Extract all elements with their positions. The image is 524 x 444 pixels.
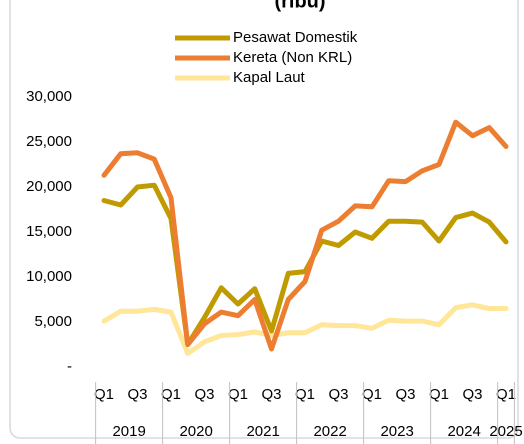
x-tick-label: Q1 [496,386,516,403]
x-tick-label: Q1 [295,386,315,403]
x-tick-label: Q1 [161,386,181,403]
x-tick-label: Q3 [328,386,348,403]
x-tick-label: Q3 [462,386,482,403]
x-tick-label: Q3 [127,386,147,403]
year-label: 2020 [179,423,212,440]
series-line [101,119,509,352]
x-tick-label: Q1 [94,386,114,403]
year-label: 2021 [246,423,279,440]
year-label: 2024 [447,423,480,440]
chart-title: (ribu) [274,0,325,12]
x-tick-label: Q1 [362,386,382,403]
y-tick-label: 20,000 [26,178,72,195]
series-line [101,302,509,356]
chart-border [9,0,519,439]
x-tick-label: Q3 [194,386,214,403]
y-tick-label: 10,000 [26,268,72,285]
y-tick-label: 5,000 [34,313,72,330]
y-tick-label: 30,000 [26,88,72,105]
year-label: 2025 [489,423,522,440]
legend-label: Kapal Laut [233,69,306,86]
y-tick-label: - [67,358,72,375]
x-tick-label: Q1 [429,386,449,403]
x-tick-label: Q3 [261,386,281,403]
x-tick-label: Q3 [395,386,415,403]
x-tick-label: Q1 [228,386,248,403]
year-label: 2022 [313,423,346,440]
year-label: 2019 [112,423,145,440]
y-tick-label: 25,000 [26,133,72,150]
y-tick-label: 15,000 [26,223,72,240]
legend-label: Kereta (Non KRL) [233,49,352,66]
year-label: 2023 [380,423,413,440]
legend-label: Pesawat Domestik [233,29,358,46]
